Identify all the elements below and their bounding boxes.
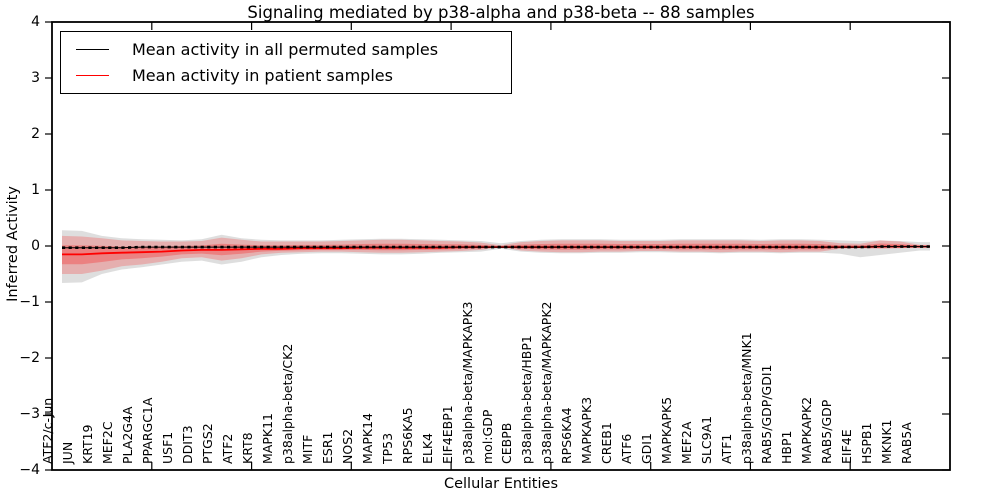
x-tick-label: EIF4EBP1: [439, 405, 455, 464]
x-tick-label: PLA2G4A: [120, 406, 136, 464]
x-tick-label: MEF2C: [100, 421, 116, 464]
x-tick-label: mol:GDP: [479, 409, 495, 464]
permuted-mean-markers: [62, 245, 930, 249]
x-tick-label: ESR1: [319, 431, 335, 464]
x-tick-label: MAPKAPK2: [798, 396, 814, 464]
x-tick-label: MAPK11: [259, 413, 275, 464]
x-tick-label: TP53: [379, 432, 395, 464]
x-tick-label: MKNK1: [878, 419, 894, 464]
x-tick-label: ATF1: [718, 433, 734, 464]
x-tick-label: MEF2A: [679, 421, 695, 464]
axes-spines: [51, 21, 951, 471]
x-tick-label: ELK4: [419, 432, 435, 464]
x-tick-label: EIF4E: [838, 429, 854, 464]
x-tick-label: CEBPB: [499, 422, 515, 464]
y-tick-label: −2: [19, 350, 40, 366]
legend-item-label: Mean activity in patient samples: [132, 66, 393, 86]
x-tick-label: MAPKAPK5: [659, 396, 675, 464]
x-tick-label: GDI1: [639, 433, 655, 464]
x-tick-label: SLC9A1: [699, 415, 714, 464]
permuted-mean-line: [62, 246, 930, 249]
y-tick-label: 4: [31, 14, 40, 30]
x-tick-label: MITF: [299, 434, 315, 464]
x-tick-label: RPS6KA4: [559, 407, 575, 464]
legend-line-sample-black: [76, 48, 109, 50]
x-tick-label: KRT8: [240, 432, 256, 464]
x-tick-label: ATF2/c-Jun: [40, 397, 56, 464]
x-tick-label: NOS2: [339, 428, 355, 464]
legend-item: Mean activity in all permuted samples: [61, 36, 511, 62]
x-tick-label: PPARGC1A: [140, 397, 156, 464]
patient-samples-range-outer-band: [62, 235, 930, 274]
x-axis-label: Cellular Entities: [443, 476, 559, 492]
x-tick-label: RAB5/GDP: [818, 399, 834, 464]
x-tick-label: RAB5A: [898, 422, 914, 464]
y-tick-label: 2: [31, 126, 40, 142]
legend: Mean activity in all permuted samples Me…: [60, 31, 512, 94]
chart-title: Signaling mediated by p38-alpha and p38-…: [247, 3, 755, 22]
y-tick-label: −1: [19, 294, 40, 310]
x-tick-label: p38alpha-beta/MNK1: [738, 332, 754, 464]
x-tick-label: RAB5/GDP/GDI1: [758, 364, 774, 464]
y-tick-label: 3: [31, 70, 40, 86]
y-tick-label: 0: [31, 238, 40, 254]
x-tick-label: p38alpha-beta/MAPKAPK2: [539, 301, 555, 465]
permuted-samples-range-band: [62, 230, 930, 283]
legend-item: Mean activity in patient samples: [61, 63, 511, 89]
x-tick-label: RPS6KA5: [399, 407, 415, 464]
y-tick-label: 1: [31, 182, 40, 198]
x-tick-label: MAPKAPK3: [579, 396, 595, 464]
x-tick-label: DDIT3: [180, 425, 196, 464]
legend-item-label: Mean activity in all permuted samples: [132, 39, 439, 59]
x-tick-label: USF1: [160, 431, 176, 464]
x-tick-label: p38alpha-beta/CK2: [279, 343, 295, 464]
y-tick-label: −3: [19, 406, 40, 422]
x-tick-label: ATF6: [619, 433, 635, 464]
x-tick-label: p38alpha-beta/HBP1: [519, 335, 535, 464]
x-tick-label: HSPB1: [858, 422, 874, 464]
x-tick-label: HBP1: [778, 430, 794, 464]
x-tick-label: CREB1: [599, 422, 615, 464]
x-tick-label: MAPK14: [359, 413, 375, 464]
x-tick-label: PTGS2: [200, 423, 216, 464]
y-tick-label: −4: [19, 462, 40, 478]
x-tick-label: p38alpha-beta/MAPKAPK3: [459, 301, 475, 465]
x-tick-label: ATF2: [220, 433, 236, 464]
legend-line-sample-red: [76, 75, 109, 77]
x-tick-label: JUN: [60, 441, 76, 464]
x-tick-label: KRT19: [80, 424, 96, 464]
